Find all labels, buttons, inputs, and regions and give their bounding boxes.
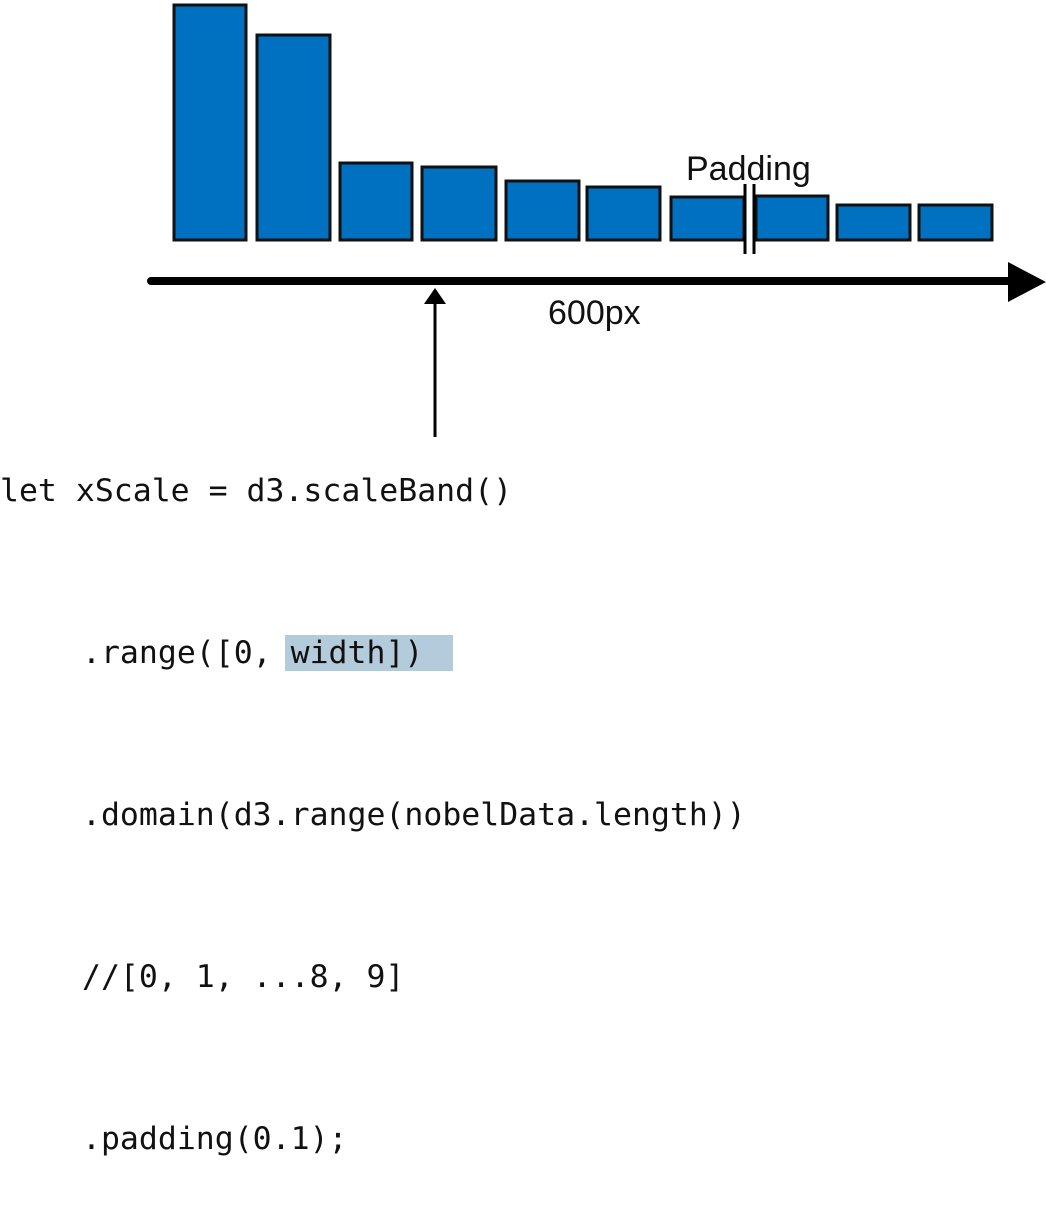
bar-2 <box>338 161 414 242</box>
code-highlight-width: width]) <box>284 635 454 671</box>
padding-gap-marker <box>743 184 756 254</box>
bar-8 <box>835 203 912 242</box>
range-axis-arrowhead <box>1008 262 1046 302</box>
bars-group <box>172 3 994 242</box>
padding-label: Padding <box>686 150 811 188</box>
code-line-2: .range([0, width]) <box>0 626 746 680</box>
code-line-4: //[0, 1, ...8, 9] <box>82 959 405 995</box>
bar-4 <box>504 179 581 242</box>
bar-0 <box>172 3 248 242</box>
band-scale-diagram: Padding 600px <box>147 3 1046 437</box>
bar-9 <box>917 203 994 242</box>
code-range-call: .range([0, <box>82 635 291 671</box>
bar-7 <box>754 194 830 242</box>
bar-6 <box>669 195 746 242</box>
pointer-arrowhead <box>424 288 446 304</box>
code-line-1: let xScale = d3.scaleBand() <box>0 473 513 509</box>
code-line-5: .padding(0.1); <box>82 1121 348 1157</box>
code-snippet: let xScale = d3.scaleBand() .range([0, w… <box>0 356 746 1220</box>
bar-3 <box>420 165 498 242</box>
bar-1 <box>255 33 332 242</box>
axis-width-label: 600px <box>548 294 641 332</box>
code-line-3: .domain(d3.range(nobelData.length)) <box>82 797 746 833</box>
bar-5 <box>585 185 662 242</box>
